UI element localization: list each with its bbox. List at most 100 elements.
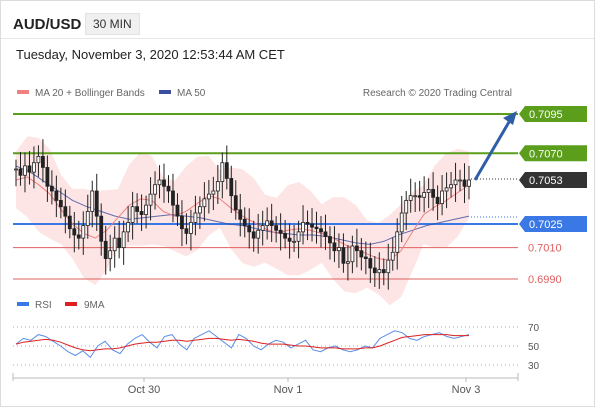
candle-body (395, 231, 400, 253)
candle-body (76, 234, 81, 239)
candle-body (444, 187, 449, 192)
candle-body (121, 231, 126, 248)
candle-body (220, 162, 225, 182)
price-tags: 0.7095 0.7070 0.7025 0.7010 0.6990 0.7053 (519, 106, 587, 286)
candle-body (117, 237, 122, 248)
header-divider (1, 38, 594, 39)
candle-body (417, 195, 422, 198)
rsi-ma-legend-swatch (65, 302, 77, 306)
ma20-legend-label: MA 20 + Bollinger Bands (35, 88, 145, 99)
candle-body (23, 165, 27, 176)
candle-body (108, 250, 113, 259)
candle-body (27, 165, 32, 173)
ma50-legend-swatch (159, 90, 171, 94)
candle-body (310, 223, 314, 228)
candle-body (458, 179, 462, 182)
datetime-label: Tuesday, November 3, 2020 12:53:44 AM CE… (16, 47, 285, 62)
candle-body (49, 185, 54, 192)
x-axis-ticks: Oct 30 Nov 1 Nov 3 (128, 378, 481, 396)
candle-body (135, 206, 139, 212)
candle-body (265, 220, 270, 226)
candle-body (422, 192, 427, 198)
candle-body (386, 259, 391, 274)
level-label: 0.7010 (528, 243, 562, 255)
rsi-ma-line (15, 334, 469, 352)
candle-body (404, 200, 409, 214)
candle-body (189, 222, 193, 234)
candle-body (278, 229, 283, 234)
candle-body (269, 220, 274, 226)
candle-body (94, 190, 99, 217)
rsi-tick-label: 30 (528, 361, 540, 372)
candle-body (413, 195, 418, 198)
candle-body (180, 215, 184, 230)
candle-body (341, 247, 346, 264)
level-label: 0.7070 (529, 148, 563, 160)
candle-body (130, 206, 135, 223)
candle-body (112, 237, 117, 252)
forecast-arrow-head (503, 111, 517, 125)
candle-body (242, 218, 247, 226)
candle-body (337, 247, 341, 252)
candle-body (32, 162, 36, 173)
candle-body (81, 225, 86, 239)
candle-body (283, 233, 288, 239)
candle-body (103, 240, 108, 259)
candle-body (67, 215, 72, 230)
candle-body (45, 167, 50, 187)
candle-body (247, 225, 252, 233)
current-price-label: 0.7053 (529, 175, 563, 187)
level-tag (519, 145, 587, 162)
candle-body (323, 231, 328, 237)
rsi-legend-swatch (17, 302, 29, 306)
level-label: 0.6990 (528, 274, 562, 286)
candle-body (184, 228, 189, 234)
candle-body (314, 226, 319, 230)
candle-body (431, 189, 436, 198)
candle-body (224, 162, 229, 179)
candle-body (350, 245, 355, 263)
candle-body (153, 184, 157, 195)
credit-label: Research © 2020 Trading Central (363, 88, 512, 99)
candle-body (36, 156, 41, 164)
candle-body (206, 193, 211, 200)
candle-body (58, 200, 63, 208)
candle-body (426, 189, 431, 193)
candle-body (440, 190, 444, 204)
candle-body (399, 212, 404, 233)
candle-body (301, 222, 305, 233)
forecast-arrow-shaft (473, 121, 511, 181)
candle-body (72, 228, 77, 236)
candle-body (85, 211, 90, 226)
ma20-legend-swatch (17, 90, 29, 94)
candle-body (162, 179, 166, 187)
candle-body (144, 204, 148, 215)
candle-body (359, 250, 364, 258)
level-tag (519, 216, 587, 232)
candle-body (41, 156, 45, 168)
candle-body (462, 179, 467, 187)
candle-body (363, 256, 368, 259)
candle-body (126, 222, 131, 233)
candle-body (368, 258, 373, 269)
candle-body (148, 193, 153, 206)
candle-body (171, 190, 175, 206)
timeframe-badge[interactable]: 30 MIN (85, 13, 140, 35)
candle-body (296, 231, 301, 242)
rsi-tick-label: 70 (528, 323, 540, 334)
candle-body (193, 212, 198, 223)
candle-body (166, 185, 171, 192)
candle-body (202, 198, 207, 208)
x-tick-label: Nov 3 (452, 384, 481, 396)
candle-body (229, 178, 234, 197)
candle-body (211, 190, 216, 195)
candle-body (139, 211, 144, 215)
candle-body (332, 242, 337, 252)
rsi-grid: 70 50 30 (13, 323, 540, 372)
candle-body (18, 168, 23, 176)
candle-body (54, 190, 59, 201)
candle-body (453, 179, 458, 186)
candle-body (90, 190, 95, 212)
candle-body (467, 179, 471, 187)
